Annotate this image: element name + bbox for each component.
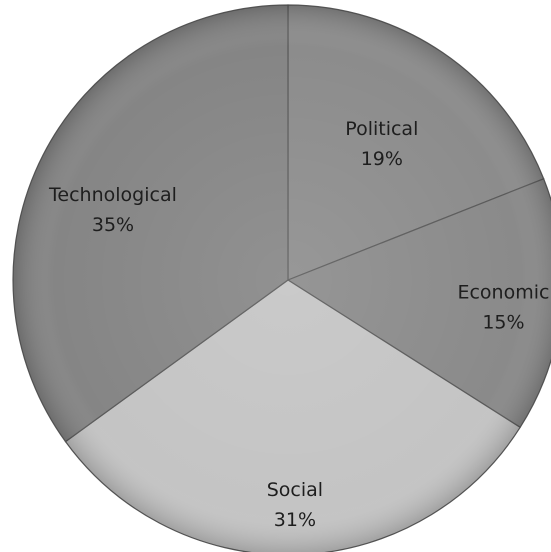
slice-value-technological: 35% [92, 214, 134, 236]
slice-label-social: Social [267, 479, 323, 501]
slice-label-technological: Technological [48, 184, 177, 206]
slice-label-political: Political [345, 118, 418, 140]
slice-label-economic: Economic [457, 281, 549, 303]
pie-labels: Political 19% Economic 15% Social 31% Technolo… [48, 118, 549, 531]
pie-slices [12, 4, 551, 552]
slice-value-social: 31% [274, 509, 316, 531]
slice-value-political: 19% [361, 148, 403, 170]
slice-value-economic: 15% [482, 311, 524, 333]
